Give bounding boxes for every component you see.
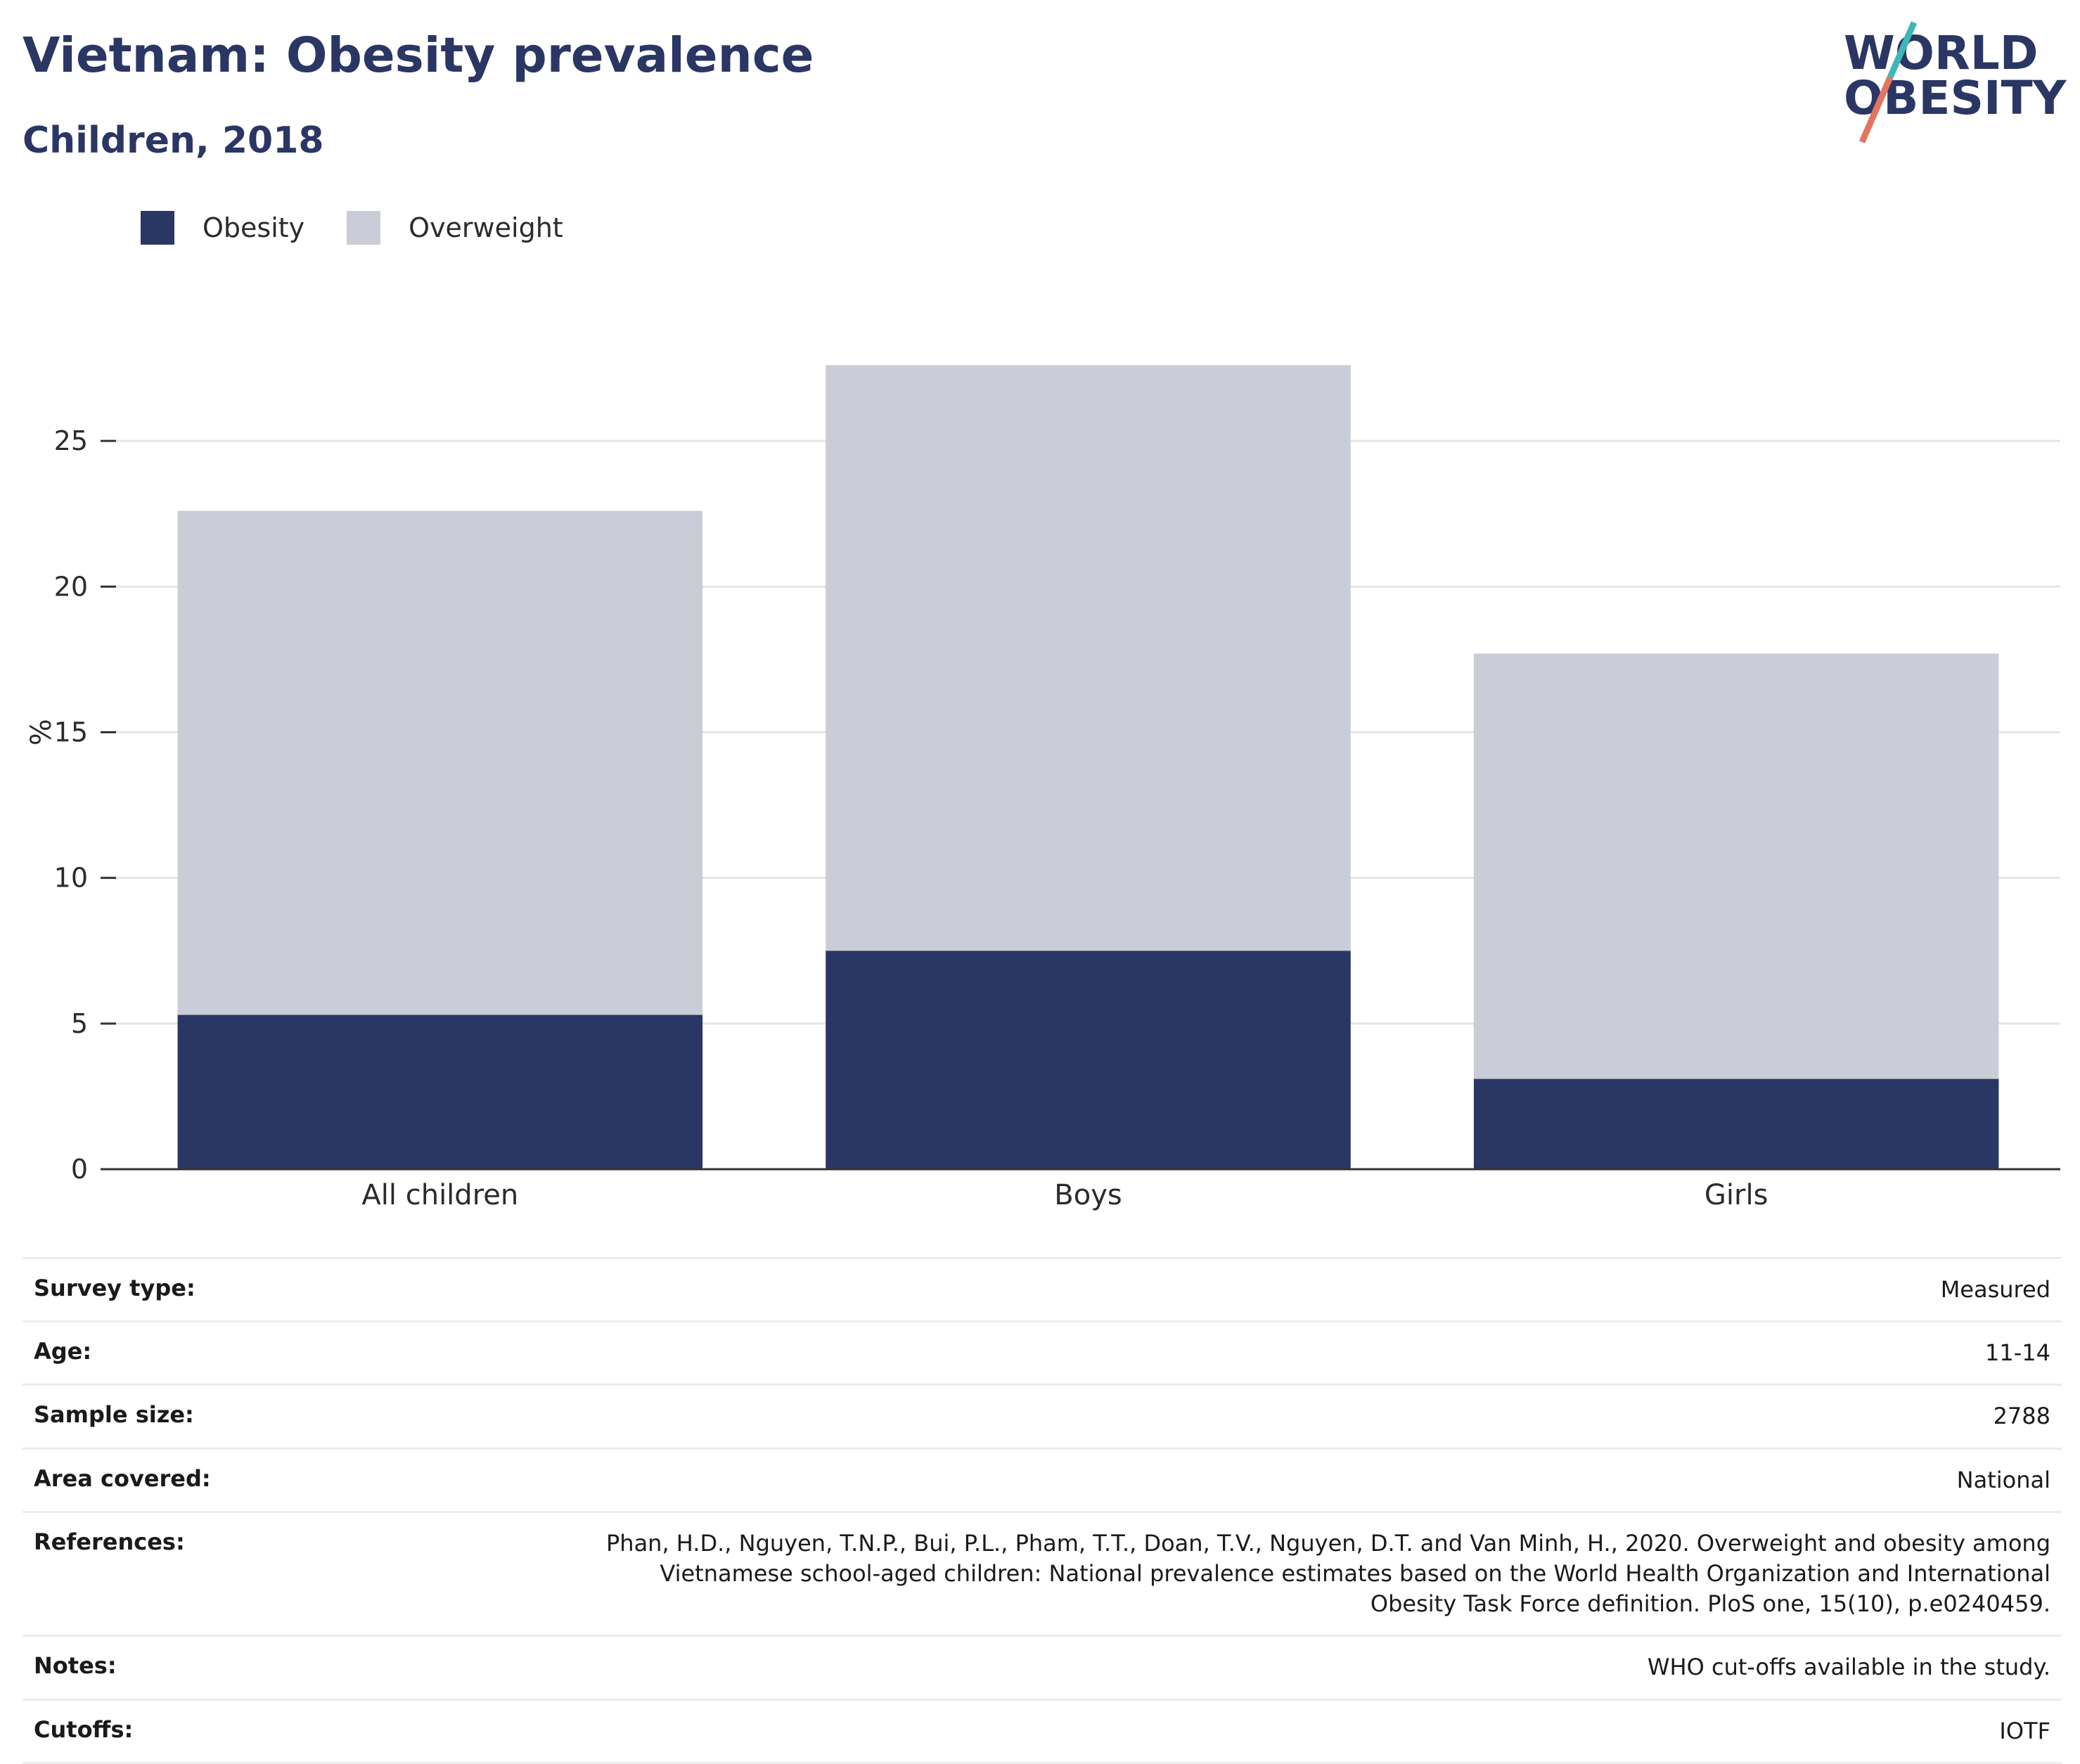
survey-details-table: Survey type: Measured Age: 11-14 Sample size… [23, 1257, 2062, 1764]
logo-text-line2: OBESITY [1844, 71, 2067, 125]
bar-overweight-girls [1473, 653, 1999, 1079]
page-title: Vietnam: Obesity prevalence [23, 27, 814, 84]
details-value: 2788 [1993, 1403, 2050, 1430]
details-value: WHO cut-offs available in the study. [1647, 1654, 2050, 1681]
y-tick-label: 0 [71, 1154, 88, 1185]
details-row: Notes: WHO cut-offs available in the stud… [23, 1635, 2062, 1698]
details-label: Notes: [34, 1652, 117, 1680]
legend-label-obesity: Obesity [203, 212, 305, 243]
details-value: Measured [1940, 1276, 2050, 1303]
bar-obesity-boys [826, 951, 1351, 1169]
legend-swatch-obesity [141, 211, 174, 245]
y-tick-label: 25 [54, 425, 88, 456]
page-subtitle: Children, 2018 [23, 120, 324, 162]
details-label: Survey type: [34, 1275, 195, 1301]
details-row: Area covered: National [23, 1447, 2062, 1511]
legend-swatch-overweight [347, 211, 381, 245]
bar-overweight-boys [826, 365, 1351, 951]
details-value: National [1956, 1466, 2050, 1493]
details-row: Survey type: Measured [23, 1257, 2062, 1320]
bar-obesity-girls [1473, 1079, 1999, 1169]
logo-slash-teal [1887, 21, 1918, 79]
bar-overweight-all-children [177, 510, 703, 1015]
logo-slash-coral [1858, 76, 1894, 143]
details-label: Area covered: [34, 1464, 211, 1492]
logo-text-line1: WORLD [1844, 26, 2039, 80]
bar-obesity-all-children [177, 1015, 703, 1169]
y-axis-label: % [25, 719, 58, 745]
details-label: Age: [34, 1338, 92, 1365]
details-value: IOTF [1999, 1717, 2050, 1744]
details-row: References: Phan, H.D., Nguyen, T.N.P., B… [23, 1510, 2062, 1635]
y-tick-label: 10 [54, 863, 88, 894]
y-tick-label: 5 [71, 1008, 88, 1039]
stacked-bar-chart: 0 5 10 15 20 25% All children Boys Girls [25, 365, 2060, 1211]
world-obesity-logo: WORLD OBESITY [1844, 21, 2067, 143]
details-row: Sample size: 2788 [23, 1384, 2062, 1447]
details-label: Cutoffs: [34, 1715, 134, 1743]
details-label: Sample size: [34, 1401, 194, 1429]
details-row: Cutoffs: IOTF [23, 1698, 2062, 1764]
y-tick-label: 20 [54, 571, 88, 602]
details-label: References: [34, 1528, 185, 1555]
chart-legend: Obesity Overweight [141, 211, 605, 245]
legend-item-obesity[interactable]: Obesity [141, 211, 304, 245]
details-value: Phan, H.D., Nguyen, T.N.P., Bui, P.L., P… [605, 1529, 2050, 1618]
legend-label-overweight: Overweight [409, 212, 563, 243]
y-tick-label: 15 [54, 717, 88, 748]
x-tick-label: Girls [1705, 1179, 1768, 1211]
legend-item-overweight[interactable]: Overweight [347, 211, 563, 245]
x-tick-label: All children [361, 1179, 518, 1211]
details-row: Age: 11-14 [23, 1320, 2062, 1384]
details-value: 11-14 [1985, 1339, 2050, 1367]
x-tick-label: Boys [1054, 1179, 1122, 1211]
